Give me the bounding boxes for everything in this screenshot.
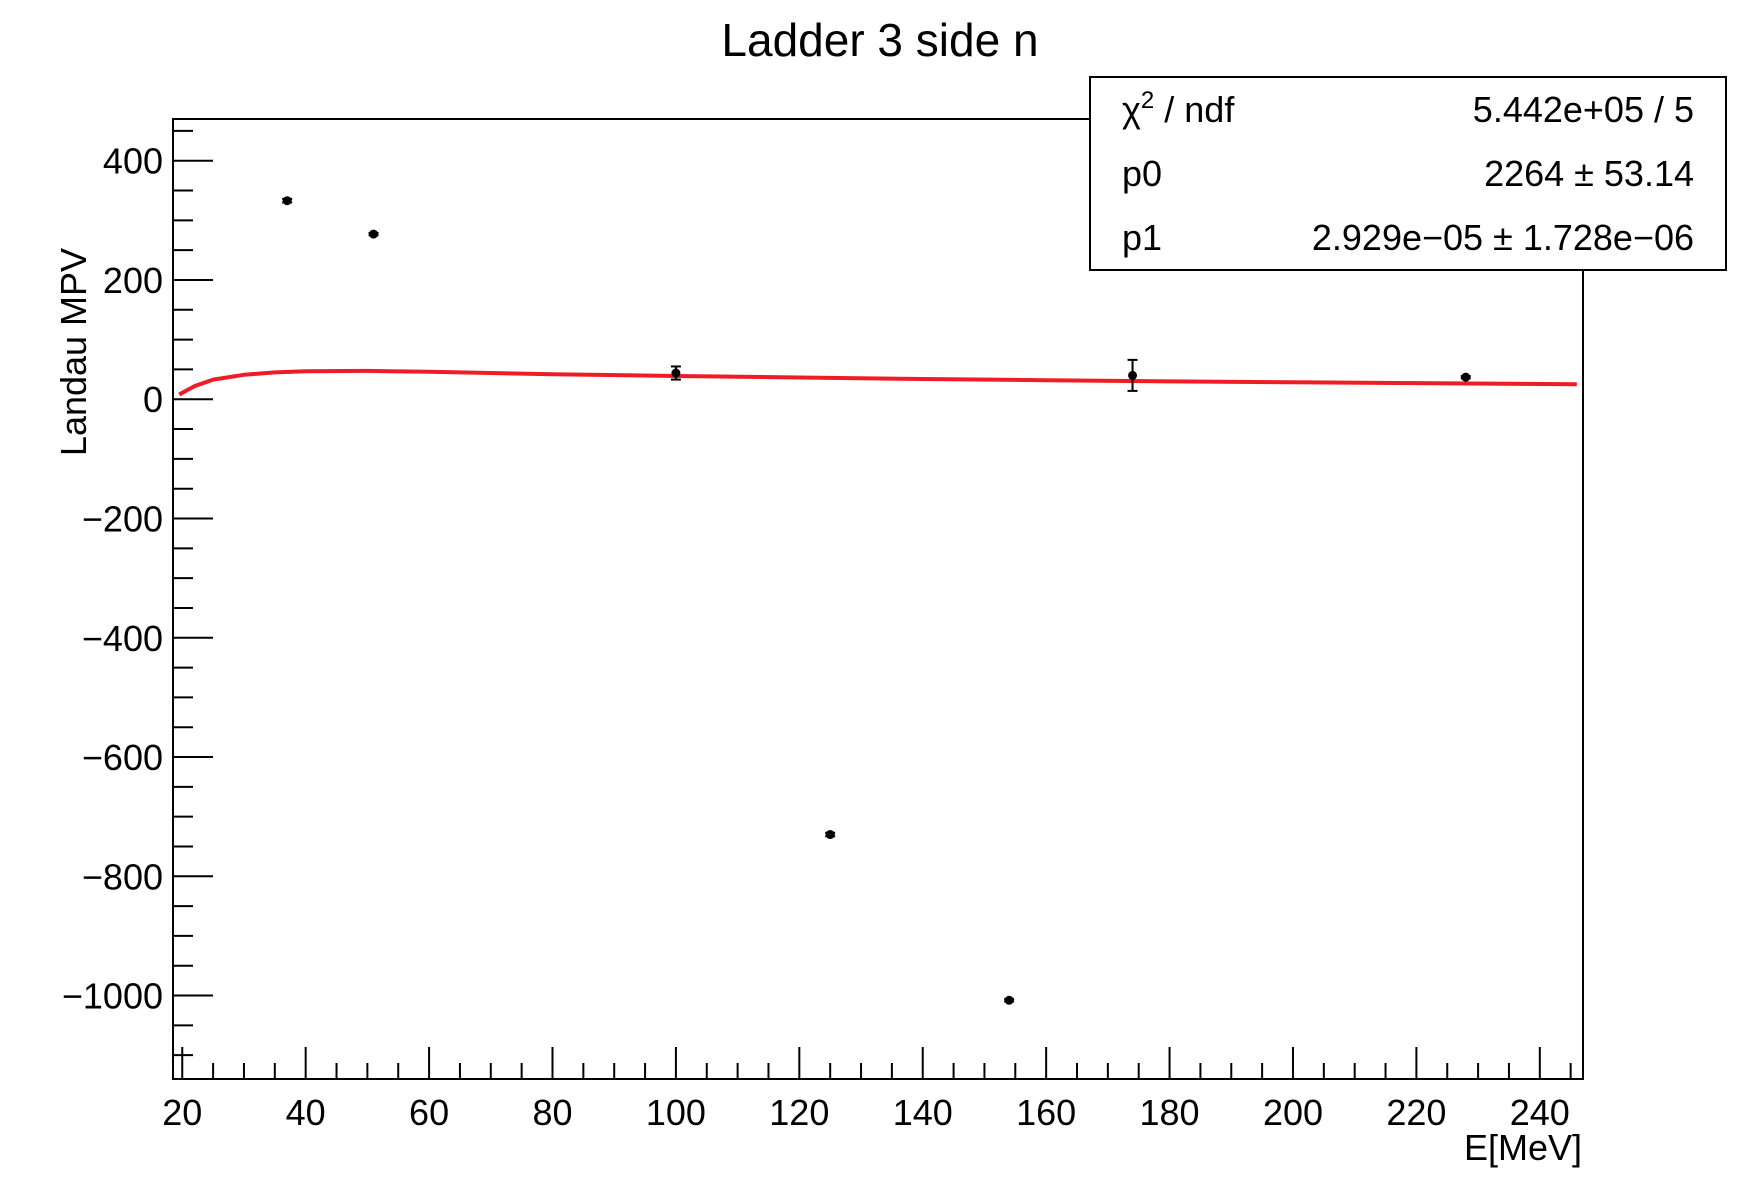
y-tick-label: −600: [82, 737, 163, 778]
x-tick-label: 20: [162, 1092, 202, 1133]
x-axis: 20 40 60 80 100 120 140 160 180 200 220 240: [162, 1047, 1572, 1133]
y-tick-label: −400: [82, 618, 163, 659]
x-tick-label: 180: [1140, 1092, 1200, 1133]
stats-box: χ2 / ndf 5.442e+05 / 5 p0 2264 ± 53.14 p1 2.9…: [1089, 76, 1727, 271]
x-tick-label: 120: [769, 1092, 829, 1133]
x-tick-label: 100: [646, 1092, 706, 1133]
x-tick-label: 200: [1263, 1092, 1323, 1133]
x-tick-label: 40: [286, 1092, 326, 1133]
point-marker: [1004, 995, 1014, 1005]
data-point: [1460, 372, 1471, 382]
stats-rows: χ2 / ndf 5.442e+05 / 5 p0 2264 ± 53.14 p1 2.9…: [1122, 87, 1694, 258]
point-marker: [1461, 372, 1471, 382]
stats-row-label: χ2 / ndf: [1122, 87, 1235, 130]
x-tick-label: 220: [1386, 1092, 1446, 1133]
y-tick-label: 0: [143, 379, 163, 420]
stats-row-value: 5.442e+05 / 5: [1473, 89, 1694, 130]
x-tick-label: 240: [1510, 1092, 1570, 1133]
data-point: [282, 196, 293, 206]
point-marker: [282, 196, 292, 206]
x-tick-label: 140: [893, 1092, 953, 1133]
stats-row-value: 2264 ± 53.14: [1484, 153, 1694, 194]
chart-title: Ladder 3 side n: [721, 14, 1038, 66]
point-marker: [369, 229, 379, 239]
point-marker: [671, 368, 681, 378]
data-point: [825, 830, 836, 840]
point-marker: [1128, 370, 1138, 380]
y-tick-label: −200: [82, 499, 163, 540]
y-tick-label: 400: [103, 141, 163, 182]
data-point: [1004, 995, 1015, 1005]
x-tick-label: 160: [1016, 1092, 1076, 1133]
x-tick-label: 60: [409, 1092, 449, 1133]
data-point: [670, 365, 681, 381]
y-tick-label: 200: [103, 260, 163, 301]
fit-curve: [178, 368, 1577, 397]
y-tick-label: −1000: [62, 976, 163, 1017]
stats-box-frame: [1089, 76, 1727, 271]
y-axis-label: Landau MPV: [53, 248, 94, 456]
stats-row-label: p1: [1122, 217, 1162, 258]
x-axis-label: E[MeV]: [1464, 1127, 1582, 1168]
data-point: [368, 229, 379, 239]
data-point: [1127, 358, 1138, 392]
y-tick-label: −800: [82, 856, 163, 897]
stats-row-value: 2.929e−05 ± 1.728e−06: [1312, 217, 1694, 258]
fit-layer: [178, 368, 1577, 397]
point-marker: [825, 830, 835, 840]
points-layer: [282, 196, 1471, 1005]
plot-frame: [172, 118, 1584, 1080]
stats-row-label: p0: [1122, 153, 1162, 194]
y-axis: 400 200 0 −200 −400 −600 −800 −1000: [62, 129, 213, 1057]
x-tick-label: 80: [532, 1092, 572, 1133]
